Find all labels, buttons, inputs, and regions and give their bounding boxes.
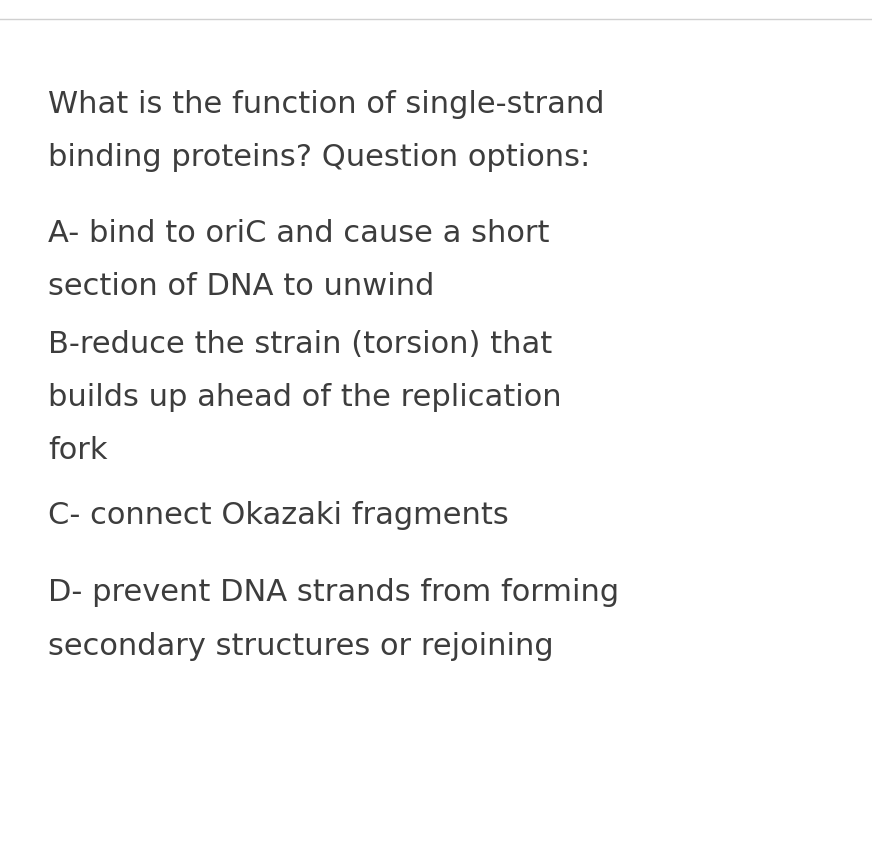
Text: C- connect Okazaki fragments: C- connect Okazaki fragments — [48, 501, 508, 530]
Text: binding proteins? Question options:: binding proteins? Question options: — [48, 143, 590, 172]
Text: builds up ahead of the replication: builds up ahead of the replication — [48, 383, 562, 412]
Text: A- bind to oriC and cause a short: A- bind to oriC and cause a short — [48, 219, 549, 248]
Text: B-reduce the strain (torsion) that: B-reduce the strain (torsion) that — [48, 330, 552, 359]
Text: section of DNA to unwind: section of DNA to unwind — [48, 272, 434, 301]
Text: secondary structures or rejoining: secondary structures or rejoining — [48, 632, 554, 661]
Text: What is the function of single-strand: What is the function of single-strand — [48, 90, 604, 119]
Text: D- prevent DNA strands from forming: D- prevent DNA strands from forming — [48, 578, 619, 608]
Text: fork: fork — [48, 436, 107, 465]
